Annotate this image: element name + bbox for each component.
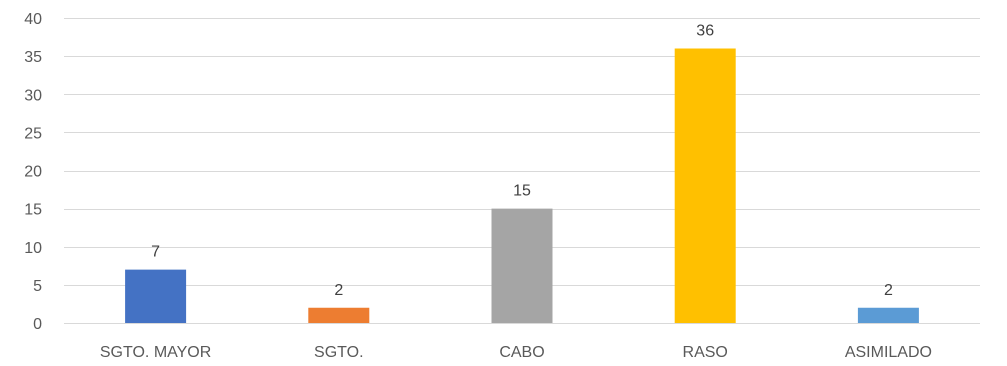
bar-sgto	[308, 307, 370, 323]
y-tick-label: 40	[24, 11, 42, 28]
data-label: 36	[696, 23, 714, 40]
data-label: 2	[334, 282, 343, 299]
bar-sgto-mayor	[125, 269, 187, 323]
x-category-label: CABO	[499, 344, 544, 361]
x-category-label: SGTO. MAYOR	[100, 344, 211, 361]
x-axis-category-labels: SGTO. MAYOR SGTO. CABO RASO ASIMILADO	[100, 344, 932, 361]
y-tick-label: 5	[33, 278, 42, 295]
data-label: 15	[513, 183, 531, 200]
y-tick-label: 10	[24, 240, 42, 257]
bar-cabo	[491, 208, 553, 323]
y-tick-label: 35	[24, 49, 42, 66]
bars	[125, 48, 919, 323]
x-category-label: ASIMILADO	[845, 344, 932, 361]
bar-asimilado	[857, 307, 919, 323]
y-tick-label: 25	[24, 125, 42, 142]
x-category-label: SGTO.	[314, 344, 364, 361]
bar-raso	[674, 48, 736, 323]
y-tick-label: 20	[24, 164, 42, 181]
data-label: 2	[884, 282, 893, 299]
y-tick-label: 0	[33, 316, 42, 333]
x-category-label: RASO	[683, 344, 728, 361]
data-label: 7	[151, 244, 160, 261]
data-labels: 7 2 15 36 2	[151, 23, 893, 299]
y-tick-label: 30	[24, 87, 42, 104]
y-axis-tick-labels: 0 5 10 15 20 25 30 35 40	[24, 11, 42, 333]
y-tick-label: 15	[24, 202, 42, 219]
gridlines	[64, 18, 980, 324]
